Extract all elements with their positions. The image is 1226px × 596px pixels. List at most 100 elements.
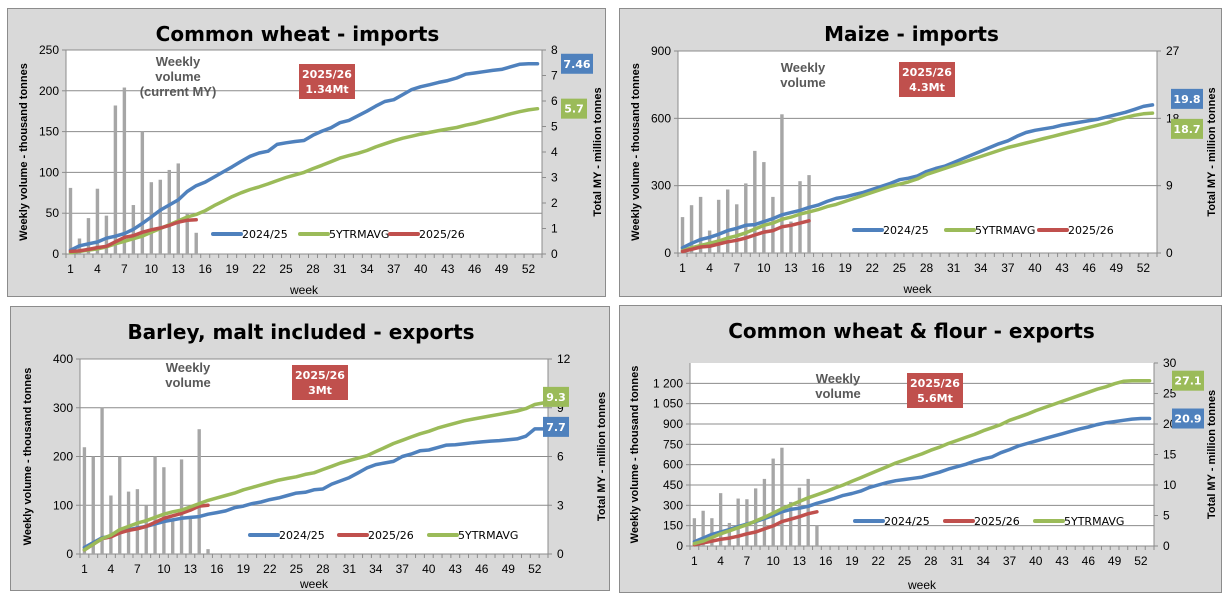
badge-box [561,53,593,74]
weekly-volume-bar [798,181,802,253]
legend-item: 2025/26 [388,228,465,241]
x-tick-label: 40 [1029,554,1043,568]
x-tick-label: 43 [1055,554,1069,568]
annotation-season: 2025/26 [910,377,960,390]
y-left-axis-title: Weekly volume - thousand tonnes [18,63,30,241]
y-right-tick-label: 7 [551,69,558,83]
x-tick-label: 4 [706,261,713,275]
y-right-tick-label: 15 [1163,448,1177,462]
weekly-volume-bar [710,518,714,546]
x-tick-label: 40 [414,262,428,276]
x-tick-label: 10 [157,562,171,576]
x-tick-label: 19 [845,554,859,568]
weekly-volume-bar [167,169,171,254]
x-tick-label: 4 [94,262,101,276]
x-tick-label: 1 [679,261,686,275]
y-left-tick-label: 0 [66,547,73,561]
x-tick-label: 25 [898,554,912,568]
legend-label: 2024/25 [884,515,930,528]
badge-value: 19.8 [1173,93,1200,106]
y-right-tick-label: 12 [557,352,571,366]
badge-value: 20.9 [1174,413,1201,426]
x-tick-label: 31 [333,262,347,276]
weekly-volume-label: Weekly volume [815,371,861,401]
annotation-season: 2025/26 [302,68,352,81]
annotation-season: 2025/26 [902,66,952,79]
x-tick-label: 37 [387,262,401,276]
weekly-volume-bar [753,150,757,253]
y-left-tick-label: 200 [39,84,59,98]
weekly-volume-bar [698,196,703,253]
x-tick-label: 31 [343,562,357,576]
y-left-tick-label: 150 [663,519,683,533]
y-right-tick-label: 0 [1163,539,1170,553]
legend-label: 2024/25 [242,228,288,241]
weekly-volume-bar [789,221,793,253]
x-tick-label: 13 [172,262,186,276]
x-axis-title: week [907,578,937,592]
weekly-volume-bar [104,215,109,254]
series-line-2024-25 [82,427,546,550]
badge-value: 9.3 [546,391,566,404]
weekly-volume-bar [144,505,148,554]
y-right-tick-label: 1 [551,222,558,236]
chart-panel-wheat-imports: Common wheat - imports 0 50 100 150 200 250 0 1 2… [7,8,606,297]
series-line-2024-25 [68,62,540,252]
legend-item: 2024/25 [211,228,288,241]
y-left-tick-label: 900 [663,417,683,431]
series-line-5ytrmavg [680,111,1155,253]
end-value-badge: 19.8 [1171,88,1203,109]
x-tick-label: 46 [475,562,489,576]
y-left-tick-label: 200 [53,450,73,464]
badge-value: 7.7 [546,421,566,434]
x-tick-label: 16 [811,261,825,275]
weekly-volume-bar [162,467,166,554]
legend-label: 5YTRMAVG [458,529,518,542]
x-tick-label: 43 [1055,261,1069,275]
weekly-volume-bar [753,488,758,546]
end-value-badge: 27.1 [1172,370,1204,391]
x-tick-label: 16 [199,262,213,276]
weekly-volume-bar [716,199,721,253]
weekly-volume-bar [718,493,723,546]
weekly-volume-bar [680,217,685,253]
y-left-axis-title: Weekly volume - thousand tonnes [629,366,641,544]
weekly-volume-bar [118,456,122,554]
weekly-volume-bar [807,175,811,253]
x-tick-label: 28 [924,554,938,568]
badge-value: 27.1 [1174,375,1201,388]
x-tick-label: 28 [316,562,330,576]
annotation-total: 1.34Mt [305,83,348,96]
weekly-volume-label: Weekly volume (current MY) [140,54,217,99]
y-right-axis-title: Total MY - million tonnes [1206,390,1218,519]
x-tick-label: 52 [522,262,536,276]
weekly-volume-bar [68,187,73,254]
x-tick-label: 10 [766,554,780,568]
chart-panel-maize-imports: Maize - imports 0 300 600 900 0 9 18 27 1 4 7 10 13 16… [619,8,1222,297]
y-left-tick-label: 750 [663,437,683,451]
y-left-tick-label: 50 [46,206,60,220]
weekly-volume-bar [736,498,740,546]
x-tick-label: 43 [441,262,455,276]
weekly-volume-bar [780,114,784,253]
y-left-axis-title: Weekly volume - thousand tonnes [22,368,34,546]
badge-value: 5.7 [564,103,584,116]
annotation-box [292,365,348,400]
y-left-tick-label: 450 [663,478,683,492]
x-tick-label: 4 [108,562,115,576]
y-right-tick-label: 27 [1166,44,1180,58]
x-tick-label: 7 [744,554,751,568]
badge-value: 18.7 [1173,123,1200,136]
weekly-volume-bar [122,87,127,254]
x-tick-label: 46 [1083,261,1097,275]
y-left-tick-label: 0 [52,247,59,261]
legend-item: 5YTRMAVG [944,224,1035,237]
x-tick-label: 22 [866,261,880,275]
chart-title: Barley, malt included - exports [127,320,474,344]
weekly-volume-bar [100,407,104,554]
y-right-tick-label: 3 [557,498,564,512]
x-tick-label: 22 [263,562,277,576]
legend-item: 2024/25 [852,224,929,237]
series-line-2025-26 [692,510,819,547]
